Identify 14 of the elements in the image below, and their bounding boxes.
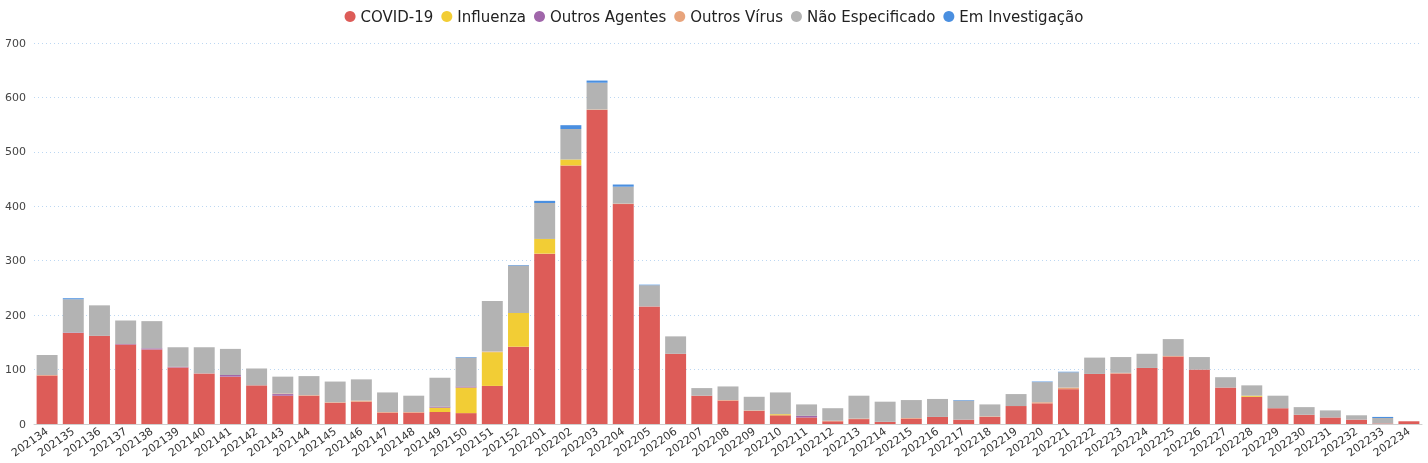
y-tick-label: 0 xyxy=(19,417,26,431)
legend-label: Outros Vírus xyxy=(690,7,784,26)
y-tick-label: 700 xyxy=(5,36,26,50)
y-tick-label: 600 xyxy=(5,90,26,104)
y-tick-label: 100 xyxy=(5,363,26,377)
legend-label: Outros Agentes xyxy=(550,7,667,26)
legend-label: COVID-19 xyxy=(360,7,434,26)
y-tick-label: 300 xyxy=(5,254,26,268)
legend-label: Em Investigação xyxy=(959,7,1084,26)
legend-label: Influenza xyxy=(457,7,526,26)
y-tick-label: 200 xyxy=(5,308,26,322)
y-tick-label: 500 xyxy=(5,145,26,159)
legend-label: Não Especificado xyxy=(806,7,936,26)
y-tick-label: 400 xyxy=(5,199,26,213)
